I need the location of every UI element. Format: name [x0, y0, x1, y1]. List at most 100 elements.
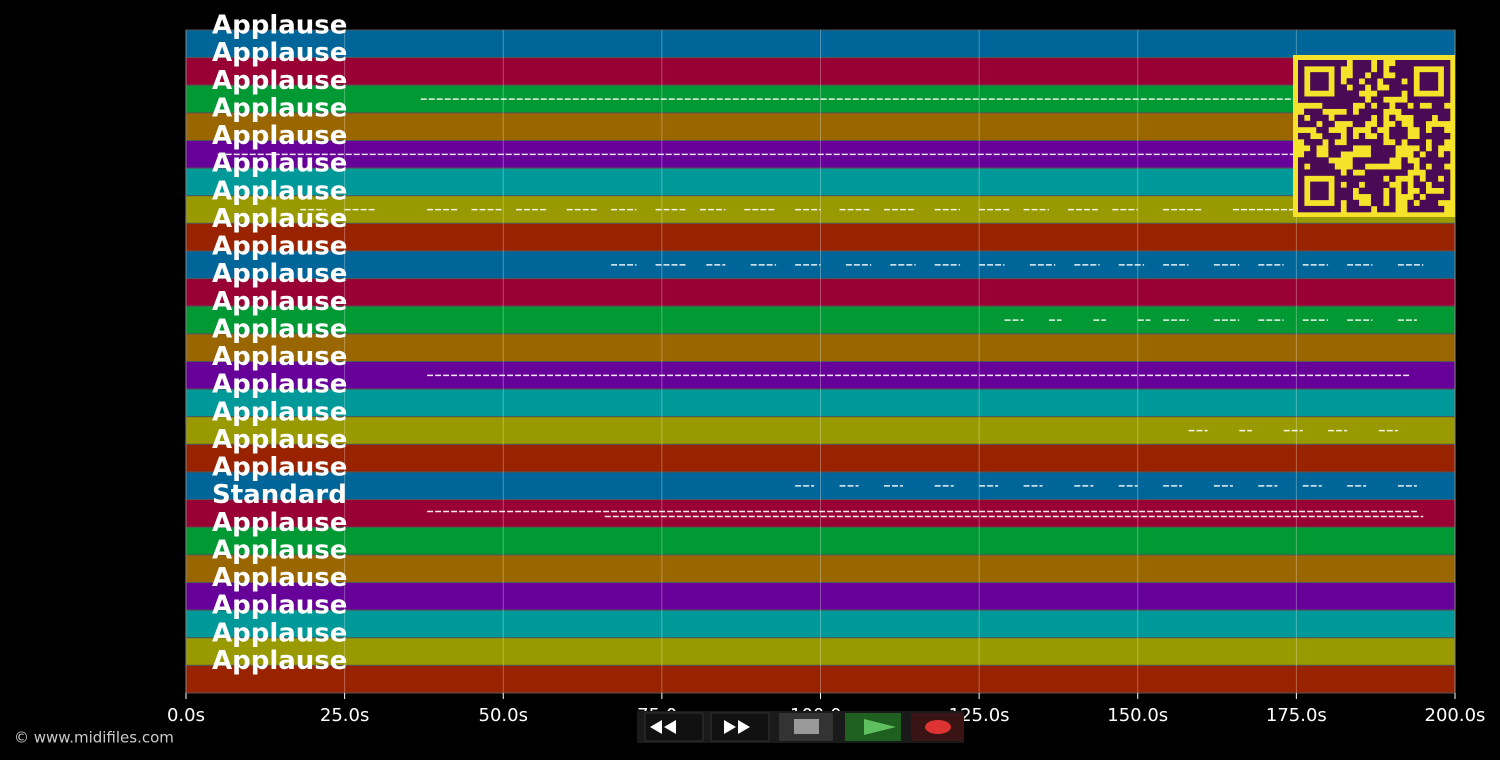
qr-cell — [1401, 108, 1408, 116]
track-lane — [185, 664, 1456, 694]
qr-cell — [1419, 114, 1426, 122]
qr-cell — [1334, 205, 1341, 213]
qr-code — [1293, 55, 1455, 217]
qr-cell — [1383, 151, 1390, 158]
qr-cell — [1340, 90, 1347, 97]
qr-cell — [1316, 78, 1323, 85]
qr-cell — [1322, 163, 1329, 170]
qr-cell — [1389, 199, 1396, 207]
qr-cell — [1443, 66, 1451, 73]
qr-cell — [1443, 132, 1451, 140]
qr-cell — [1346, 187, 1354, 195]
qr-cell — [1419, 187, 1426, 195]
qr-cell — [1383, 145, 1390, 152]
qr-cell — [1413, 151, 1420, 158]
qr-cell — [1310, 163, 1317, 170]
forward-button[interactable] — [710, 712, 770, 742]
qr-cell — [1431, 72, 1439, 79]
qr-cell — [1310, 181, 1317, 188]
x-tick-label: 50.0s — [479, 705, 528, 726]
qr-cell — [1383, 205, 1390, 213]
qr-cell — [1346, 90, 1354, 97]
qr-cell — [1334, 102, 1341, 109]
rewind-button[interactable] — [644, 712, 704, 742]
track-lane — [185, 526, 1456, 556]
qr-cell — [1340, 175, 1347, 182]
qr-cell — [1389, 145, 1396, 152]
track-label: Applause — [212, 176, 347, 206]
qr-cell — [1364, 187, 1372, 195]
qr-cell — [1377, 145, 1384, 152]
qr-cell — [1443, 96, 1451, 103]
qr-cell — [1431, 84, 1439, 91]
qr-cell — [1377, 102, 1384, 109]
qr-cell — [1389, 187, 1396, 195]
qr-cell — [1346, 102, 1354, 109]
track-lane — [185, 57, 1456, 86]
track-label: Applause — [212, 425, 347, 455]
qr-cell — [1389, 78, 1396, 85]
qr-cell — [1407, 108, 1414, 116]
qr-cell — [1346, 126, 1354, 134]
record-button[interactable] — [911, 713, 964, 741]
track-label: Applause — [212, 618, 347, 648]
qr-cell — [1352, 78, 1360, 85]
qr-cell — [1364, 181, 1372, 188]
qr-cell — [1407, 163, 1414, 170]
qr-cell — [1352, 84, 1360, 91]
qr-cell — [1352, 205, 1360, 213]
qr-cell — [1377, 157, 1384, 164]
qr-cell — [1316, 84, 1323, 91]
qr-cell — [1328, 205, 1335, 213]
qr-cell — [1316, 163, 1323, 170]
stop-button[interactable] — [779, 713, 833, 741]
qr-cell — [1383, 181, 1390, 188]
qr-cell — [1419, 199, 1426, 207]
qr-cell — [1340, 187, 1347, 195]
play-button[interactable] — [845, 713, 901, 741]
qr-cell — [1352, 120, 1360, 128]
qr-cell — [1352, 139, 1360, 146]
qr-cell — [1431, 102, 1439, 109]
track-label: Applause — [212, 232, 347, 262]
qr-cell — [1401, 181, 1408, 188]
qr-cell — [1419, 120, 1426, 128]
qr-cell — [1443, 72, 1451, 79]
qr-cell — [1322, 102, 1329, 109]
qr-cell — [1401, 60, 1408, 67]
qr-cell — [1419, 157, 1426, 164]
qr-cell — [1389, 151, 1396, 158]
qr-cell — [1377, 151, 1384, 158]
qr-cell — [1437, 114, 1445, 122]
x-tick-label: 25.0s — [320, 705, 369, 726]
qr-cell — [1334, 78, 1341, 85]
qr-cell — [1401, 163, 1408, 170]
qr-cell — [1401, 132, 1408, 140]
qr-cell — [1298, 114, 1305, 122]
qr-cell — [1346, 175, 1354, 182]
qr-cell — [1304, 169, 1311, 176]
track-label: Applause — [212, 563, 347, 593]
qr-cell — [1437, 193, 1445, 201]
qr-cell — [1395, 132, 1402, 140]
track-label: Applause — [212, 259, 347, 289]
qr-cell — [1431, 163, 1439, 170]
track-lane — [185, 609, 1456, 639]
track-lane — [185, 305, 1456, 335]
qr-cell — [1431, 175, 1439, 182]
qr-cell — [1413, 114, 1420, 122]
qr-cell — [1443, 169, 1451, 176]
qr-cell — [1419, 126, 1426, 134]
qr-cell — [1310, 139, 1317, 146]
qr-cell — [1310, 108, 1317, 116]
qr-cell — [1328, 60, 1335, 67]
qr-cell — [1377, 139, 1384, 146]
qr-cell — [1383, 102, 1390, 109]
qr-cell — [1346, 96, 1354, 103]
qr-cell — [1370, 187, 1378, 195]
qr-cell — [1304, 60, 1311, 67]
qr-cell — [1377, 114, 1384, 122]
qr-cell — [1413, 120, 1420, 128]
qr-cell — [1316, 157, 1323, 164]
qr-cell — [1346, 132, 1354, 140]
